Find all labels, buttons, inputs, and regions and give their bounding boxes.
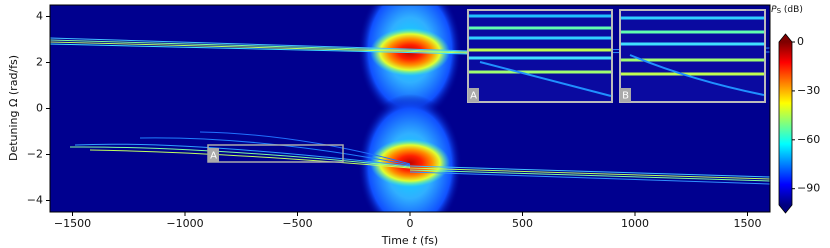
inset-a: A xyxy=(467,9,613,103)
colorbar-extend-top xyxy=(779,34,792,42)
x-tick-label: 0 xyxy=(407,217,414,230)
y-axis-label: Detuning Ω (rad/fs) xyxy=(7,55,20,161)
x-tick-label: 1500 xyxy=(734,217,762,230)
x-tick-label: 500 xyxy=(512,217,533,230)
colorbar-tick-label: −60 xyxy=(797,133,820,146)
colorbar-tick-label: −30 xyxy=(797,84,820,97)
y-tick-label: −4 xyxy=(27,194,43,207)
x-tick-label: −500 xyxy=(282,217,312,230)
inset-b: B xyxy=(619,9,766,103)
colorbar-tick-label: 0 xyxy=(797,35,804,48)
colorbar-frame xyxy=(778,33,793,214)
y-tick-label: −2 xyxy=(27,148,43,161)
x-tick-label: −1000 xyxy=(166,217,203,230)
colorbar-label: PS (dB) xyxy=(771,5,803,16)
annotation: A xyxy=(470,91,477,102)
y-tick-label: 0 xyxy=(36,102,43,115)
y-tick-label: 4 xyxy=(36,10,43,23)
annotation: B xyxy=(622,91,629,102)
x-axis-label: Time t (fs) xyxy=(381,234,438,247)
x-tick-label: 1000 xyxy=(621,217,649,230)
annotation: A xyxy=(210,151,217,162)
colorbar-extend-bottom xyxy=(779,205,792,213)
colorbar xyxy=(779,42,792,205)
colorbar-tick-label: −90 xyxy=(797,182,820,195)
x-tick-label: −1500 xyxy=(54,217,91,230)
y-tick-label: 2 xyxy=(36,56,43,69)
